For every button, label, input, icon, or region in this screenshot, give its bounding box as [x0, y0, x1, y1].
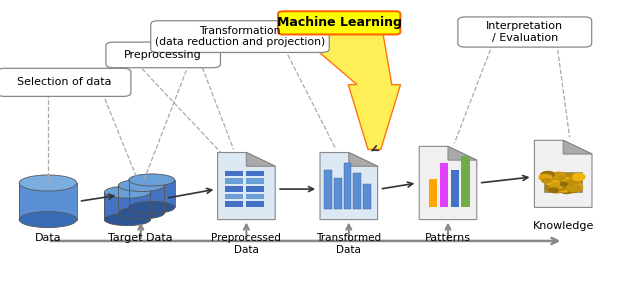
Circle shape — [573, 185, 583, 190]
Polygon shape — [246, 152, 275, 166]
Polygon shape — [246, 194, 264, 199]
Circle shape — [550, 183, 563, 189]
Circle shape — [539, 174, 552, 181]
Polygon shape — [461, 156, 470, 207]
Polygon shape — [448, 146, 477, 160]
Circle shape — [561, 183, 567, 186]
Ellipse shape — [104, 186, 150, 198]
Text: Transformed
Data: Transformed Data — [316, 233, 381, 255]
Polygon shape — [246, 178, 264, 184]
FancyBboxPatch shape — [106, 42, 220, 68]
Polygon shape — [363, 184, 371, 209]
Polygon shape — [334, 178, 342, 209]
Circle shape — [557, 176, 566, 180]
Circle shape — [549, 188, 558, 192]
Circle shape — [571, 186, 579, 190]
Circle shape — [568, 188, 578, 192]
Polygon shape — [353, 173, 361, 209]
Circle shape — [540, 172, 555, 179]
FancyBboxPatch shape — [0, 68, 131, 96]
Ellipse shape — [19, 175, 77, 191]
Circle shape — [561, 188, 572, 194]
Circle shape — [573, 182, 581, 185]
Polygon shape — [296, 32, 401, 149]
Polygon shape — [19, 183, 77, 220]
Text: Target Data: Target Data — [109, 233, 173, 243]
Circle shape — [550, 187, 563, 193]
Ellipse shape — [19, 212, 77, 228]
Polygon shape — [344, 163, 351, 209]
Polygon shape — [225, 186, 243, 192]
Circle shape — [547, 187, 554, 191]
Circle shape — [572, 179, 581, 183]
Circle shape — [573, 174, 585, 179]
Circle shape — [573, 175, 584, 181]
Polygon shape — [324, 170, 332, 209]
Polygon shape — [129, 180, 175, 207]
Polygon shape — [419, 146, 477, 220]
Circle shape — [563, 187, 572, 191]
Polygon shape — [440, 163, 448, 207]
Text: Selection of data: Selection of data — [17, 77, 111, 87]
Circle shape — [566, 179, 579, 185]
Ellipse shape — [129, 201, 175, 214]
Polygon shape — [225, 201, 243, 207]
Polygon shape — [225, 194, 243, 199]
Polygon shape — [104, 192, 150, 220]
Circle shape — [552, 184, 566, 190]
Text: Patterns: Patterns — [425, 233, 471, 243]
Polygon shape — [225, 171, 243, 176]
Circle shape — [567, 185, 581, 192]
Ellipse shape — [118, 179, 164, 192]
Polygon shape — [118, 185, 164, 213]
Text: Knowledge: Knowledge — [532, 221, 594, 231]
FancyBboxPatch shape — [544, 172, 582, 192]
Text: Interpretation
/ Evaluation: Interpretation / Evaluation — [486, 21, 563, 43]
Circle shape — [552, 172, 565, 178]
Polygon shape — [429, 179, 437, 207]
Circle shape — [557, 185, 572, 192]
Text: Preprocessing: Preprocessing — [124, 50, 202, 60]
Polygon shape — [246, 186, 264, 192]
Polygon shape — [246, 201, 264, 207]
Circle shape — [564, 178, 570, 181]
Circle shape — [547, 181, 553, 185]
Circle shape — [541, 171, 555, 178]
Polygon shape — [225, 178, 243, 184]
Ellipse shape — [104, 214, 150, 226]
Circle shape — [545, 187, 552, 190]
Text: Transformation
(data reduction and projection): Transformation (data reduction and proje… — [155, 26, 325, 47]
Polygon shape — [320, 152, 378, 220]
Ellipse shape — [129, 174, 175, 186]
Circle shape — [542, 178, 551, 183]
FancyBboxPatch shape — [458, 17, 591, 47]
Circle shape — [550, 178, 559, 182]
Polygon shape — [246, 171, 264, 176]
Text: Machine Learning: Machine Learning — [276, 16, 402, 29]
Ellipse shape — [118, 207, 164, 219]
Text: Data: Data — [35, 233, 61, 243]
FancyBboxPatch shape — [278, 11, 401, 34]
FancyBboxPatch shape — [151, 21, 329, 52]
Circle shape — [552, 181, 559, 184]
Text: Preprocessed
Data: Preprocessed Data — [211, 233, 282, 255]
Polygon shape — [534, 140, 592, 207]
Polygon shape — [349, 152, 378, 166]
Circle shape — [551, 180, 561, 185]
Polygon shape — [563, 140, 592, 154]
Polygon shape — [218, 152, 275, 220]
Polygon shape — [451, 170, 459, 207]
